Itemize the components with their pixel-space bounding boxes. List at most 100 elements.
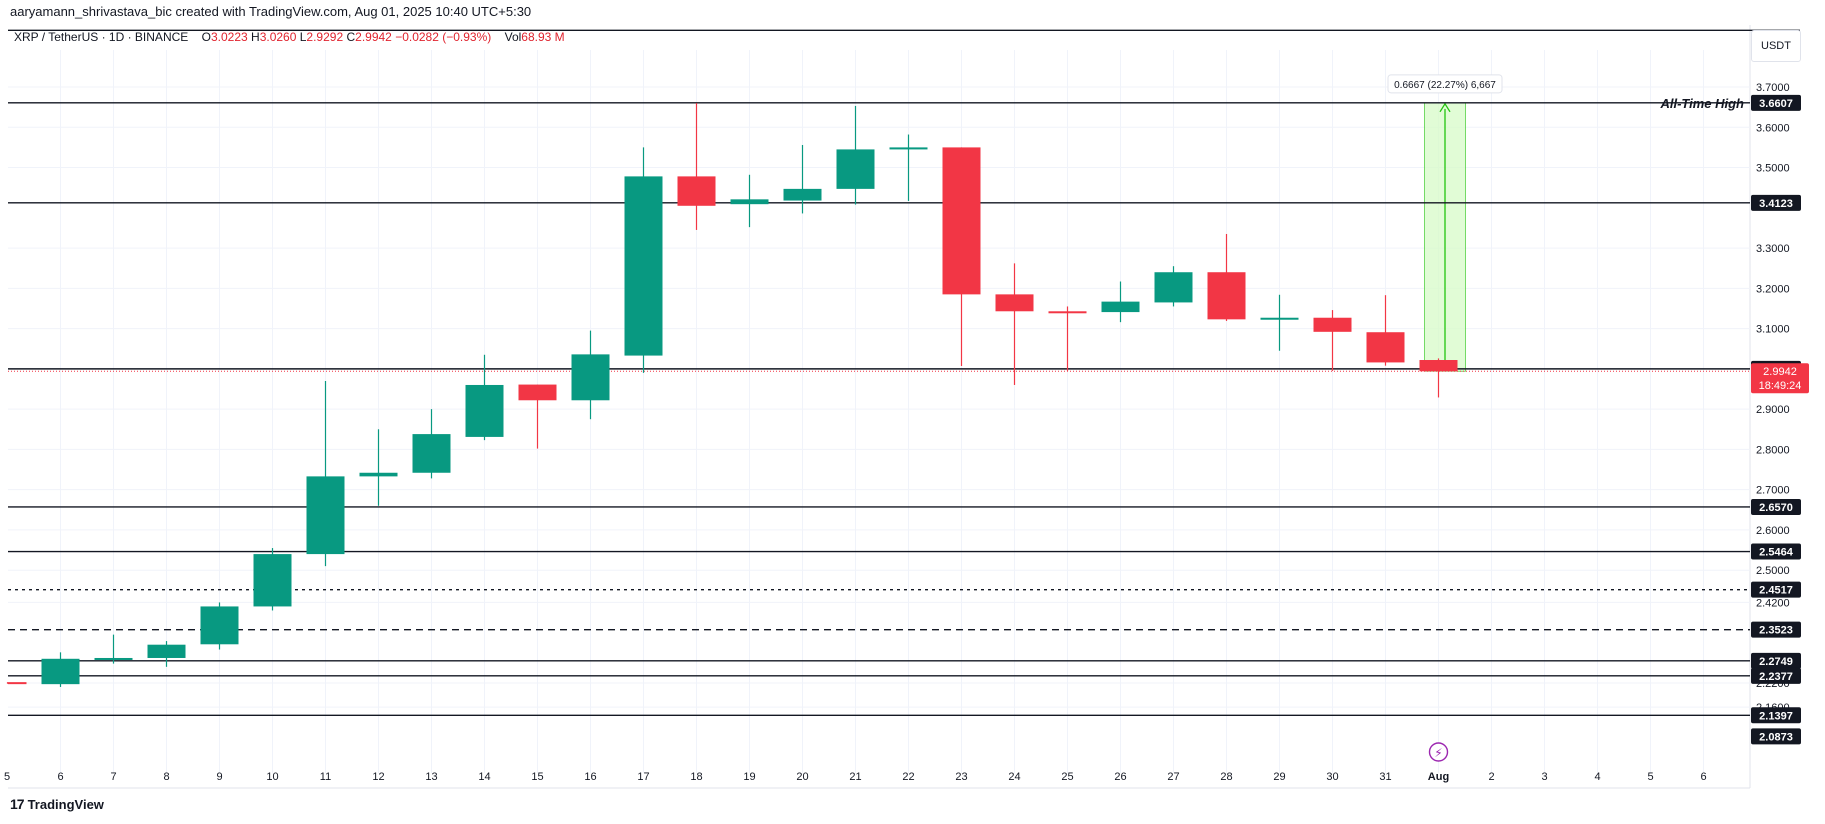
candle [995, 263, 1034, 385]
x-tick-label: 25 [1061, 771, 1073, 783]
x-tick-label: 15 [531, 771, 543, 783]
price-badge [1751, 621, 1801, 638]
x-tick-label: 17 [637, 771, 649, 783]
price-badge-label: 2.6570 [1759, 502, 1793, 514]
y-tick-label: 3.1000 [1756, 324, 1790, 336]
candle [1419, 358, 1458, 398]
price-badge-label: 2.3523 [1759, 625, 1793, 637]
tradingview-logo[interactable]: 17 TradingView [10, 796, 104, 812]
open-value: 3.0223 [210, 30, 248, 44]
tradingview-mark-icon: 17 [10, 796, 25, 812]
candle [889, 134, 928, 201]
candle-body [730, 199, 769, 205]
high-label: H [251, 30, 260, 44]
price-badge-label: 2.2749 [1759, 656, 1793, 668]
price-badge [1751, 652, 1801, 669]
candle-body [1366, 332, 1405, 363]
volume-label: Vol [504, 30, 522, 44]
candle [41, 652, 80, 687]
candle-body [1207, 272, 1246, 320]
x-tick-label: 19 [743, 771, 755, 783]
y-tick-label: 2.7000 [1756, 485, 1790, 497]
x-tick-label: 7 [110, 771, 116, 783]
price-axis[interactable]: 3.7000 3.6000 3.5000 3.3000 3.2000 3.1000 2.90… [1751, 82, 1809, 745]
price-badge-label: 2.1397 [1759, 710, 1793, 722]
y-tick-label: 3.3000 [1756, 243, 1790, 255]
candle [624, 147, 663, 373]
candle-body [94, 657, 133, 660]
price-badge [1751, 194, 1801, 211]
chart-annotations: All-Time High ⚡ [1428, 96, 1744, 762]
x-tick-label: 27 [1167, 771, 1179, 783]
candle-body [306, 476, 345, 555]
x-tick-label: 16 [584, 771, 596, 783]
candle [1154, 266, 1193, 307]
y-tick-label: 3.5000 [1756, 163, 1790, 175]
chart-grid [8, 25, 1751, 789]
x-tick-label: 4 [1594, 771, 1600, 783]
horizontal-lines [8, 29, 1800, 716]
candle-body [1101, 301, 1140, 313]
y-tick-label: 3.2000 [1756, 283, 1790, 295]
candle [1101, 281, 1140, 323]
x-tick-label: 23 [955, 771, 967, 783]
candle-body [942, 147, 981, 295]
x-tick-label: 29 [1273, 771, 1285, 783]
candle [306, 380, 345, 567]
price-badge [1751, 728, 1801, 745]
x-tick-label: 14 [478, 771, 490, 783]
candle [518, 384, 557, 449]
candle [359, 429, 398, 506]
x-tick-label: 30 [1326, 771, 1338, 783]
x-tick-label: 18 [690, 771, 702, 783]
price-badge-label: 3.4123 [1759, 198, 1793, 210]
symbol-name[interactable]: XRP / TetherUS · 1D · BINANCE [14, 30, 189, 44]
candle-body [836, 149, 875, 189]
x-tick-label: 24 [1008, 771, 1020, 783]
candle [1207, 233, 1246, 321]
x-tick-label: 28 [1220, 771, 1232, 783]
candle-body [200, 606, 239, 645]
price-badge-label: 2.4517 [1759, 585, 1793, 597]
volume-value: 68.93 M [521, 30, 565, 44]
candle-body [677, 176, 716, 206]
x-tick-label: 21 [849, 771, 861, 783]
price-badge-label: 3.6607 [1759, 98, 1793, 110]
x-tick-label: 12 [372, 771, 384, 783]
symbol-legend: XRP / TetherUS · 1D · BINANCE O3.0223 H3… [14, 30, 565, 44]
y-tick-label: 2.8000 [1756, 444, 1790, 456]
candle [1313, 310, 1352, 371]
x-tick-label: 31 [1379, 771, 1391, 783]
x-tick-label: 26 [1114, 771, 1126, 783]
candle [571, 330, 610, 420]
tradingview-logo-text: TradingView [27, 797, 104, 812]
ath-annotation: All-Time High [1659, 96, 1744, 111]
price-badge [1751, 94, 1801, 111]
price-badge [1751, 581, 1801, 598]
x-tick-label: Aug [1428, 771, 1449, 783]
currency-button[interactable]: USDT [1751, 30, 1801, 62]
high-value: 3.0260 [259, 30, 297, 44]
y-tick-label: 2.5000 [1756, 565, 1790, 577]
candles [6, 103, 1458, 687]
candle [200, 602, 239, 650]
candle [942, 147, 981, 367]
candle [1048, 306, 1087, 371]
y-tick-label: 2.9000 [1756, 404, 1790, 416]
low-label: L [299, 30, 307, 44]
x-tick-label: 20 [796, 771, 808, 783]
time-axis[interactable]: 6 7 8 9 10 11 12 13 14 15 16 17 18 19 20 21 22 23 24 25 26 27… [4, 771, 1707, 783]
current-price-badge [1751, 363, 1809, 394]
candle [94, 634, 133, 664]
price-badge [1751, 707, 1801, 724]
candle-body [624, 176, 663, 356]
event-marker-icon [1428, 742, 1449, 762]
candle-body [1313, 317, 1352, 332]
candle-body [518, 384, 557, 401]
measure-label: 0.6667 (22.27%) 6,667 [1394, 80, 1496, 91]
x-tick-label: 6 [1700, 771, 1706, 783]
x-tick-label: 5 [1647, 771, 1653, 783]
x-tick-label: 6 [57, 771, 63, 783]
price-badge-label: 2.2377 [1759, 671, 1793, 683]
